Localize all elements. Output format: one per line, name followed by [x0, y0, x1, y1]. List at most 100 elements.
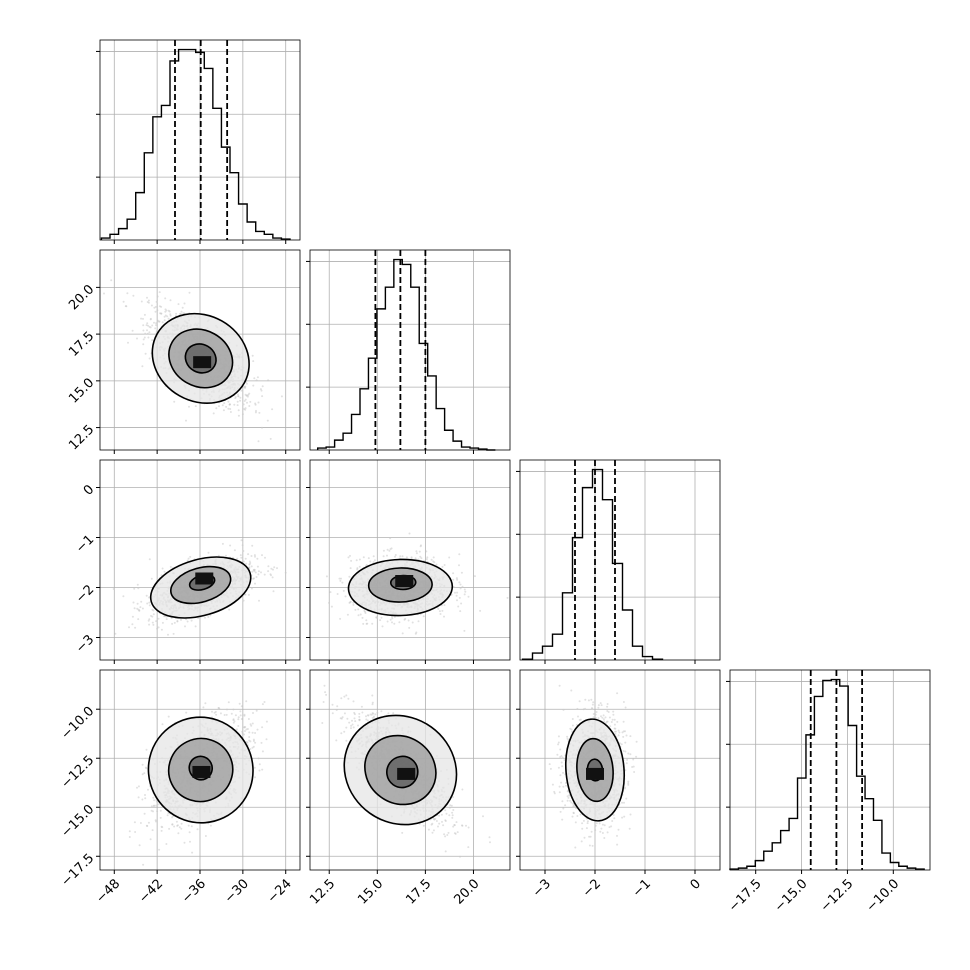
sample-point: [153, 799, 156, 802]
sample-point: [488, 836, 491, 839]
sample-point: [459, 610, 462, 613]
sample-point: [155, 300, 158, 303]
sample-point: [213, 711, 216, 714]
sample-point: [379, 619, 382, 622]
sample-point: [165, 843, 168, 845]
sample-point: [150, 304, 153, 307]
sample-point: [411, 621, 414, 624]
sample-point: [443, 604, 446, 607]
sample-point: [418, 550, 421, 553]
sample-point: [229, 411, 232, 413]
sample-point: [147, 301, 150, 304]
sample-point: [366, 719, 369, 722]
sample-point: [354, 608, 357, 611]
sample-point: [180, 618, 182, 621]
sample-point: [204, 835, 207, 837]
sample-point: [386, 548, 389, 551]
panel-frame: [519, 459, 721, 661]
sample-point: [147, 619, 150, 622]
sample-point: [230, 712, 233, 715]
sample-point: [232, 708, 235, 711]
sample-point: [155, 324, 157, 327]
sample-point: [148, 596, 150, 599]
sample-point: [148, 601, 151, 604]
sample-point: [157, 803, 160, 806]
sample-point: [374, 713, 377, 716]
sample-point: [460, 571, 463, 574]
sample-point: [151, 339, 154, 342]
sample-point: [401, 831, 404, 834]
sample-point: [218, 405, 220, 408]
histogram-panel-2: [516, 459, 721, 661]
sample-point: [246, 728, 249, 730]
sample-point: [147, 324, 150, 327]
sample-point: [456, 831, 459, 834]
sample-point: [405, 556, 408, 559]
sample-point: [364, 610, 367, 613]
scatter-panel-0-3: [99, 669, 301, 871]
sample-point: [355, 559, 358, 562]
sample-point: [261, 768, 264, 771]
sample-point: [430, 558, 433, 561]
sample-point: [330, 605, 333, 608]
sample-point: [153, 321, 155, 324]
sample-point: [250, 587, 253, 590]
sample-point: [240, 718, 243, 720]
sample-point: [232, 721, 235, 724]
sample-point: [251, 746, 254, 749]
sample-point: [189, 555, 192, 558]
sample-point: [341, 716, 344, 719]
sample-point: [235, 728, 238, 731]
sample-point: [401, 632, 404, 635]
sample-point: [154, 305, 157, 308]
sample-point: [146, 329, 148, 332]
sample-point: [242, 550, 245, 552]
sample-point: [506, 596, 509, 599]
sample-point: [242, 403, 245, 406]
sample-point: [229, 544, 232, 547]
sample-point: [136, 602, 139, 605]
sample-point: [211, 710, 213, 713]
sample-point: [354, 720, 357, 723]
sample-point: [426, 556, 429, 559]
sample-point: [253, 568, 256, 571]
sample-point: [144, 332, 147, 335]
sample-point: [225, 713, 228, 716]
sample-point: [185, 711, 188, 714]
sample-point: [169, 299, 172, 302]
sample-point: [391, 621, 393, 624]
sample-point: [420, 544, 422, 547]
sample-point: [265, 738, 268, 741]
sample-point: [391, 617, 394, 620]
sample-point: [140, 317, 143, 320]
sample-point: [243, 408, 246, 410]
sample-point: [372, 555, 375, 558]
histogram-step: [316, 258, 496, 451]
panel-frame: [729, 669, 931, 871]
sample-point: [137, 587, 140, 590]
sample-point: [173, 621, 176, 624]
sample-point: [248, 736, 251, 738]
sample-point: [284, 571, 287, 574]
sample-point: [258, 769, 261, 772]
sample-point: [156, 295, 159, 298]
sample-point: [260, 571, 262, 574]
sample-point: [459, 587, 462, 590]
sample-point: [324, 691, 327, 694]
sample-point: [150, 577, 153, 580]
scatter-panel-1-3: [309, 669, 511, 871]
sample-point: [438, 822, 441, 825]
sample-point: [166, 814, 169, 817]
sample-point: [455, 594, 458, 597]
sample-point: [393, 615, 396, 618]
sample-point: [151, 615, 154, 618]
sample-point: [160, 574, 163, 577]
histogram-step: [100, 48, 291, 240]
histogram-panel-1: [306, 249, 511, 451]
sample-point: [140, 300, 143, 303]
sample-point: [237, 414, 240, 417]
sample-point: [414, 632, 417, 635]
sample-point: [255, 709, 258, 712]
sample-point: [154, 310, 157, 313]
sample-point: [258, 599, 260, 602]
